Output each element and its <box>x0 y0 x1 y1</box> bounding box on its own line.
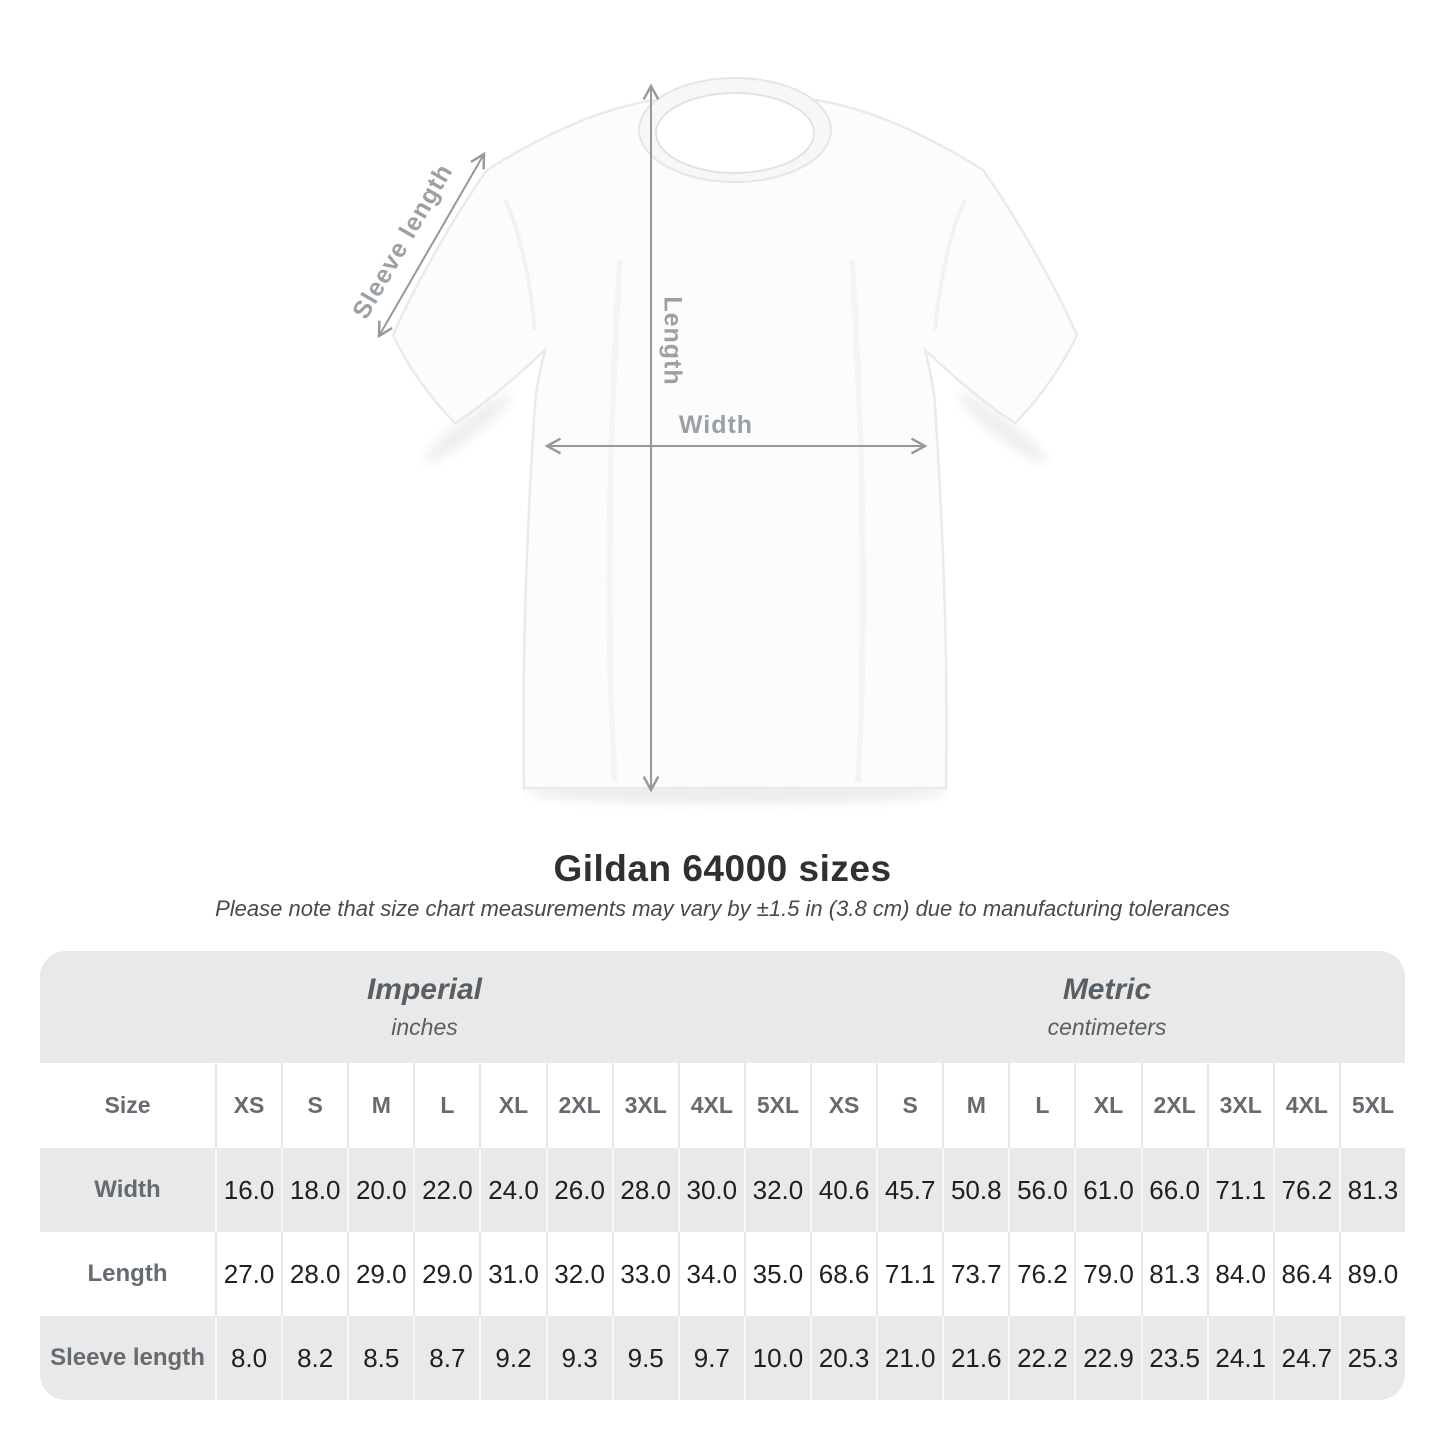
value-cell: 35.0 <box>743 1232 810 1316</box>
size-table: Imperial inches Metric centimeters Size … <box>40 951 1405 1400</box>
value-cell: 32.0 <box>743 1148 810 1232</box>
value-cell: 81.3 <box>1140 1232 1207 1316</box>
value-cell: 18.0 <box>281 1148 347 1232</box>
unit-group-name: Metric <box>1062 973 1152 1006</box>
size-column-header: 2XL <box>1140 1063 1207 1148</box>
unit-group-unit: inches <box>391 1014 458 1040</box>
value-cell: 79.0 <box>1074 1232 1140 1316</box>
value-cell: 73.7 <box>942 1232 1008 1316</box>
size-column-header: XL <box>479 1063 545 1148</box>
page-title: Gildan 64000 sizes <box>553 848 892 889</box>
size-header-row: Size XS S M L XL 2XL 3XL 4XL 5XL XS S M … <box>40 1063 1405 1148</box>
value-cell: 66.0 <box>1140 1148 1207 1232</box>
size-column-header: XS <box>810 1063 876 1148</box>
value-cell: 71.1 <box>876 1232 942 1316</box>
value-cell: 8.0 <box>215 1316 281 1400</box>
size-header-label: Size <box>104 1092 151 1118</box>
value-cell: 76.2 <box>1008 1232 1074 1316</box>
size-column-header: 3XL <box>1206 1063 1273 1148</box>
size-column-header: S <box>876 1063 942 1148</box>
row-label: Width <box>94 1176 161 1203</box>
value-cell: 50.8 <box>942 1148 1008 1232</box>
value-cell: 29.0 <box>347 1232 413 1316</box>
value-cell: 28.0 <box>281 1232 347 1316</box>
unit-group-name: Imperial <box>366 973 483 1006</box>
value-cell: 34.0 <box>677 1232 744 1316</box>
table-row-width: Width 16.0 18.0 20.0 22.0 24.0 26.0 28.0… <box>40 1148 1405 1232</box>
value-cell: 28.0 <box>611 1148 678 1232</box>
value-cell: 8.5 <box>347 1316 413 1400</box>
tshirt-figure: Length Width Sleeve length <box>347 77 1079 804</box>
value-cell: 26.0 <box>545 1148 612 1232</box>
value-cell: 22.0 <box>413 1148 479 1232</box>
value-cell: 10.0 <box>743 1316 810 1400</box>
value-cell: 30.0 <box>677 1148 744 1232</box>
value-cell: 31.0 <box>479 1232 545 1316</box>
size-column-header: 2XL <box>545 1063 612 1148</box>
value-cell: 22.9 <box>1074 1316 1140 1400</box>
unit-group-unit: centimeters <box>1047 1014 1167 1040</box>
table-row-sleeve-length: Sleeve length 8.0 8.2 8.5 8.7 9.2 9.3 9.… <box>40 1316 1405 1400</box>
page-subtitle: Please note that size chart measurements… <box>215 896 1230 921</box>
size-column-header: S <box>281 1063 347 1148</box>
row-label: Length <box>87 1260 168 1287</box>
value-cell: 23.5 <box>1140 1316 1207 1400</box>
value-cell: 9.5 <box>611 1316 678 1400</box>
value-cell: 24.7 <box>1272 1316 1339 1400</box>
value-cell: 40.6 <box>810 1148 876 1232</box>
size-column-header: 4XL <box>677 1063 744 1148</box>
value-cell: 20.0 <box>347 1148 413 1232</box>
size-column-header: 5XL <box>743 1063 810 1148</box>
value-cell: 21.0 <box>876 1316 942 1400</box>
unit-group-metric: Metric centimeters <box>809 951 1405 1063</box>
value-cell: 24.1 <box>1206 1316 1273 1400</box>
length-label: Length <box>658 296 686 385</box>
value-cell: 76.2 <box>1272 1148 1339 1232</box>
value-cell: 89.0 <box>1338 1232 1405 1316</box>
value-cell: 21.6 <box>942 1316 1008 1400</box>
value-cell: 16.0 <box>215 1148 281 1232</box>
value-cell: 25.3 <box>1338 1316 1405 1400</box>
value-cell: 33.0 <box>611 1232 678 1316</box>
value-cell: 9.3 <box>545 1316 612 1400</box>
size-column-header: 5XL <box>1338 1063 1405 1148</box>
size-column-header: XS <box>215 1063 281 1148</box>
value-cell: 24.0 <box>479 1148 545 1232</box>
shirt-collar <box>638 77 832 183</box>
table-row-length: Length 27.0 28.0 29.0 29.0 31.0 32.0 33.… <box>40 1232 1405 1316</box>
size-column-header: XL <box>1074 1063 1140 1148</box>
row-label: Sleeve length <box>50 1344 205 1371</box>
value-cell: 84.0 <box>1206 1232 1273 1316</box>
value-cell: 71.1 <box>1206 1148 1273 1232</box>
unit-band: Imperial inches Metric centimeters <box>40 951 1405 1063</box>
tshirt-image: Length Width Sleeve length <box>347 77 1079 804</box>
unit-group-imperial: Imperial inches <box>40 951 809 1063</box>
value-cell: 27.0 <box>215 1232 281 1316</box>
value-cell: 9.7 <box>677 1316 744 1400</box>
value-cell: 61.0 <box>1074 1148 1140 1232</box>
sleeve-length-arrow <box>377 151 486 339</box>
value-cell: 8.7 <box>413 1316 479 1400</box>
size-column-header: L <box>1008 1063 1074 1148</box>
value-cell: 29.0 <box>413 1232 479 1316</box>
value-cell: 56.0 <box>1008 1148 1074 1232</box>
width-label: Width <box>679 411 753 439</box>
value-cell: 9.2 <box>479 1316 545 1400</box>
value-cell: 68.6 <box>810 1232 876 1316</box>
size-column-header: M <box>942 1063 1008 1148</box>
value-cell: 45.7 <box>876 1148 942 1232</box>
size-column-header: M <box>347 1063 413 1148</box>
value-cell: 8.2 <box>281 1316 347 1400</box>
size-column-header: L <box>413 1063 479 1148</box>
value-cell: 22.2 <box>1008 1316 1074 1400</box>
value-cell: 32.0 <box>545 1232 612 1316</box>
size-column-header: 4XL <box>1272 1063 1339 1148</box>
value-cell: 20.3 <box>810 1316 876 1400</box>
value-cell: 86.4 <box>1272 1232 1339 1316</box>
size-column-header: 3XL <box>611 1063 678 1148</box>
value-cell: 81.3 <box>1338 1148 1405 1232</box>
